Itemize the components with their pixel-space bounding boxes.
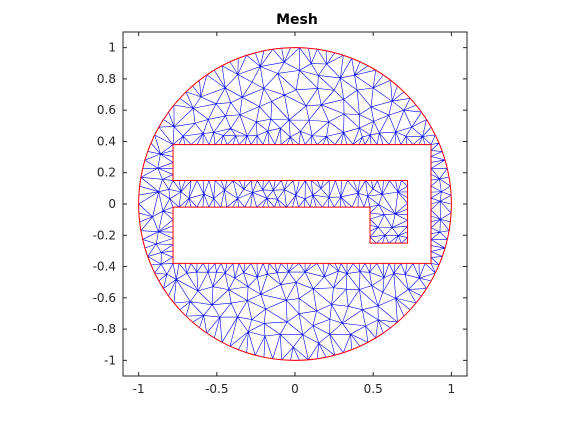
x-tick-label: -1 <box>133 382 145 396</box>
y-tick-label: -0.2 <box>93 228 116 242</box>
y-tick-label: 0.8 <box>97 72 116 86</box>
y-tick-label: -0.6 <box>93 291 116 305</box>
x-tick-label: 1 <box>448 382 456 396</box>
x-tick-label: -0.5 <box>205 382 228 396</box>
boundary-layer <box>138 47 452 361</box>
y-axis: 1 0.8 0.6 0.4 0.2 0 -0.2 -0.4 -0.6 -0.8 -1 <box>93 41 467 367</box>
chart-title: Mesh <box>276 12 318 28</box>
y-tick-label: -1 <box>104 353 116 367</box>
y-tick-label: 0 <box>108 197 116 211</box>
x-tick-label: 0.5 <box>364 382 383 396</box>
outer-circle-boundary <box>138 47 452 361</box>
x-axis: -1 -0.5 0 0.5 1 <box>133 32 456 396</box>
y-tick-label: -0.8 <box>93 322 116 336</box>
y-tick-label: -0.4 <box>93 260 116 274</box>
y-tick-label: 1 <box>108 41 116 55</box>
y-tick-label: 0.4 <box>97 134 116 148</box>
y-tick-label: 0.2 <box>97 166 116 180</box>
inner-hole-boundary <box>172 144 432 264</box>
x-tick-label: 0 <box>291 382 299 396</box>
y-tick-label: 0.6 <box>97 103 116 117</box>
